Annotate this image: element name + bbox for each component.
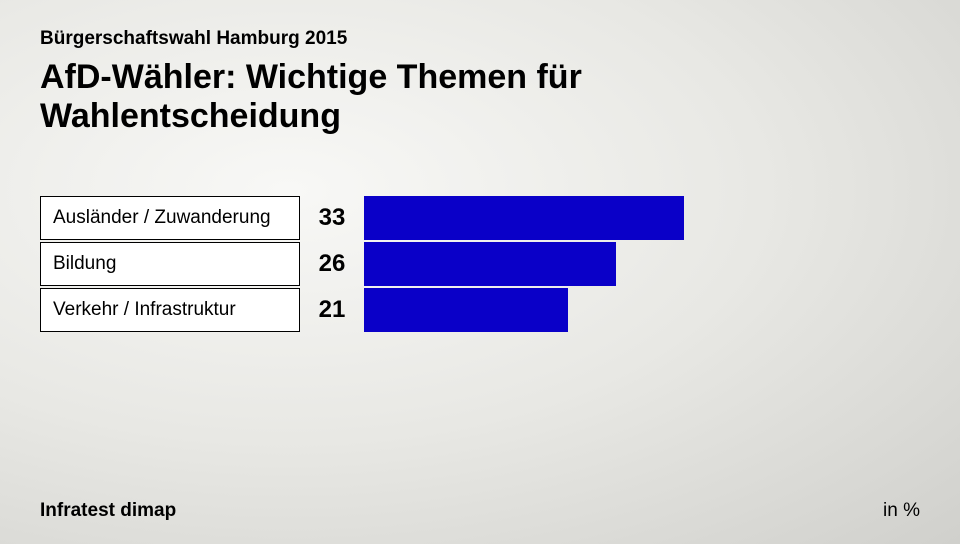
bar (364, 196, 684, 240)
source-label: Infratest dimap (40, 500, 176, 522)
bar-label: Ausländer / Zuwanderung (40, 196, 300, 240)
bar-label: Bildung (40, 242, 300, 286)
chart-container: Bürgerschaftswahl Hamburg 2015 AfD-Wähle… (0, 0, 960, 544)
bar-cell (364, 242, 920, 286)
bar-row: Ausländer / Zuwanderung 33 (40, 196, 920, 240)
bar-row: Bildung 26 (40, 242, 920, 286)
bar-label: Verkehr / Infrastruktur (40, 288, 300, 332)
bar-value: 21 (308, 288, 356, 332)
title-line-1: AfD-Wähler: Wichtige Themen für (40, 58, 582, 96)
title-line-2: Wahlentscheidung (40, 97, 341, 135)
footer: Infratest dimap in % (40, 500, 920, 522)
bar-value: 26 (308, 242, 356, 286)
bar-row: Verkehr / Infrastruktur 21 (40, 288, 920, 332)
subtitle: Bürgerschaftswahl Hamburg 2015 (40, 28, 920, 50)
bar-value: 33 (308, 196, 356, 240)
bar-chart: Ausländer / Zuwanderung 33 Bildung 26 Ve… (40, 196, 920, 332)
bar (364, 242, 616, 286)
bar-cell (364, 288, 920, 332)
unit-label: in % (883, 500, 920, 522)
bar (364, 288, 568, 332)
title: AfD-Wähler: Wichtige Themen für Wahlents… (40, 58, 920, 136)
bar-cell (364, 196, 920, 240)
